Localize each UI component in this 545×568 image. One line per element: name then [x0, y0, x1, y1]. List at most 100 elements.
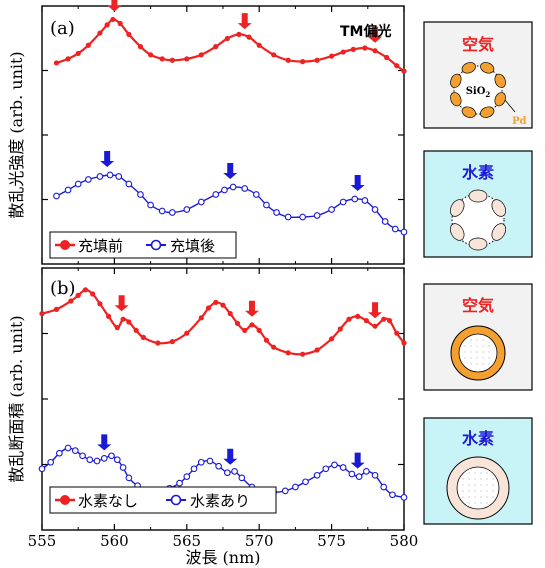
- inset-2-pd-particles: [449, 189, 507, 251]
- pd-particle: [468, 237, 488, 251]
- data-point: [363, 318, 369, 324]
- core-dot: [474, 484, 476, 486]
- peak-arrow-icon: [350, 452, 365, 469]
- data-point: [256, 327, 262, 333]
- core-dot: [464, 345, 466, 347]
- panel-a-ylabel: 散乱光強度 (arb. unit): [7, 51, 26, 218]
- legend-b-box: [49, 486, 277, 514]
- inset-4-core-dots: [462, 472, 494, 504]
- data-point: [263, 337, 270, 343]
- pd-particle: [491, 223, 507, 241]
- data-point: [75, 292, 81, 298]
- data-point: [394, 63, 400, 69]
- core-dot: [488, 351, 490, 353]
- data-point: [322, 465, 330, 473]
- core-dot: [468, 496, 470, 498]
- legend-a: 充填前 充填後: [49, 231, 237, 259]
- data-point: [223, 469, 231, 477]
- data-point: [281, 487, 289, 495]
- data-point: [74, 180, 82, 188]
- data-point: [234, 320, 241, 326]
- legend-b-label-1: 水素なし: [78, 492, 138, 510]
- pd-particle: [450, 73, 462, 88]
- data-point: [238, 474, 246, 482]
- data-point: [198, 52, 204, 58]
- data-point: [273, 209, 280, 216]
- data-point: [137, 191, 144, 198]
- core-dot: [470, 357, 472, 359]
- core-dot: [486, 502, 488, 504]
- data-point: [242, 327, 248, 333]
- data-point: [140, 334, 146, 340]
- core-dot: [476, 345, 478, 347]
- data-point: [329, 53, 335, 59]
- data-point: [285, 57, 291, 63]
- data-point: [97, 301, 103, 307]
- inset-1-core-label: SiO2: [466, 86, 491, 99]
- data-point: [372, 323, 378, 329]
- data-point: [213, 299, 219, 305]
- data-point: [351, 195, 359, 203]
- data-point: [249, 322, 255, 328]
- data-point: [110, 16, 116, 23]
- data-point: [285, 350, 291, 356]
- x-tick-label: 565: [172, 532, 201, 550]
- data-point: [348, 470, 356, 478]
- inset-3-label: 空気: [462, 296, 494, 315]
- inset-1-pd-label: Pd: [512, 116, 527, 127]
- data-point: [90, 291, 96, 297]
- peak-arrow-icon: [97, 434, 112, 451]
- core-dot: [480, 502, 482, 504]
- core-dot: [476, 351, 478, 353]
- data-point: [361, 197, 369, 204]
- data-point: [292, 483, 299, 491]
- data-point: [169, 57, 175, 63]
- data-point: [381, 218, 389, 225]
- data-point: [125, 180, 133, 188]
- data-point: [68, 298, 74, 304]
- data-point: [197, 198, 205, 206]
- data-point: [314, 347, 320, 353]
- data-point: [71, 447, 79, 454]
- core-dot: [468, 490, 470, 492]
- data-point: [53, 60, 60, 66]
- data-point: [221, 186, 228, 194]
- data-point: [256, 42, 262, 48]
- core-dot: [470, 363, 472, 365]
- data-point: [96, 173, 104, 180]
- data-point: [362, 45, 368, 51]
- core-dot: [470, 345, 472, 347]
- core-dot: [480, 496, 482, 498]
- data-point: [198, 315, 204, 321]
- x-axis-label: 波長 (nm): [185, 548, 260, 567]
- core-dot: [476, 339, 478, 341]
- pd-particle: [494, 73, 506, 88]
- data-point: [126, 31, 132, 37]
- core-dot: [492, 478, 494, 480]
- core-dot: [464, 351, 466, 353]
- data-point: [363, 468, 370, 475]
- data-point: [371, 471, 379, 479]
- inset-3-core: [458, 333, 498, 373]
- data-point: [384, 54, 390, 61]
- data-point: [386, 318, 393, 324]
- core-dot: [468, 472, 470, 474]
- peak-arrow-icon: [107, 0, 122, 12]
- data-point: [53, 306, 60, 312]
- data-point: [224, 35, 230, 42]
- data-point: [400, 228, 408, 236]
- panel-b-arrows: [97, 295, 383, 469]
- legend-a-marker-2: [150, 239, 162, 251]
- peak-arrow-icon: [114, 295, 129, 312]
- data-point: [114, 325, 120, 331]
- data-point: [148, 52, 154, 58]
- core-dot: [476, 363, 478, 365]
- core-dot: [470, 351, 472, 353]
- core-dot: [468, 478, 470, 480]
- data-point: [350, 46, 356, 52]
- core-dot: [482, 357, 484, 359]
- data-point: [126, 319, 132, 325]
- data-point: [106, 171, 114, 179]
- core-dot: [492, 484, 494, 486]
